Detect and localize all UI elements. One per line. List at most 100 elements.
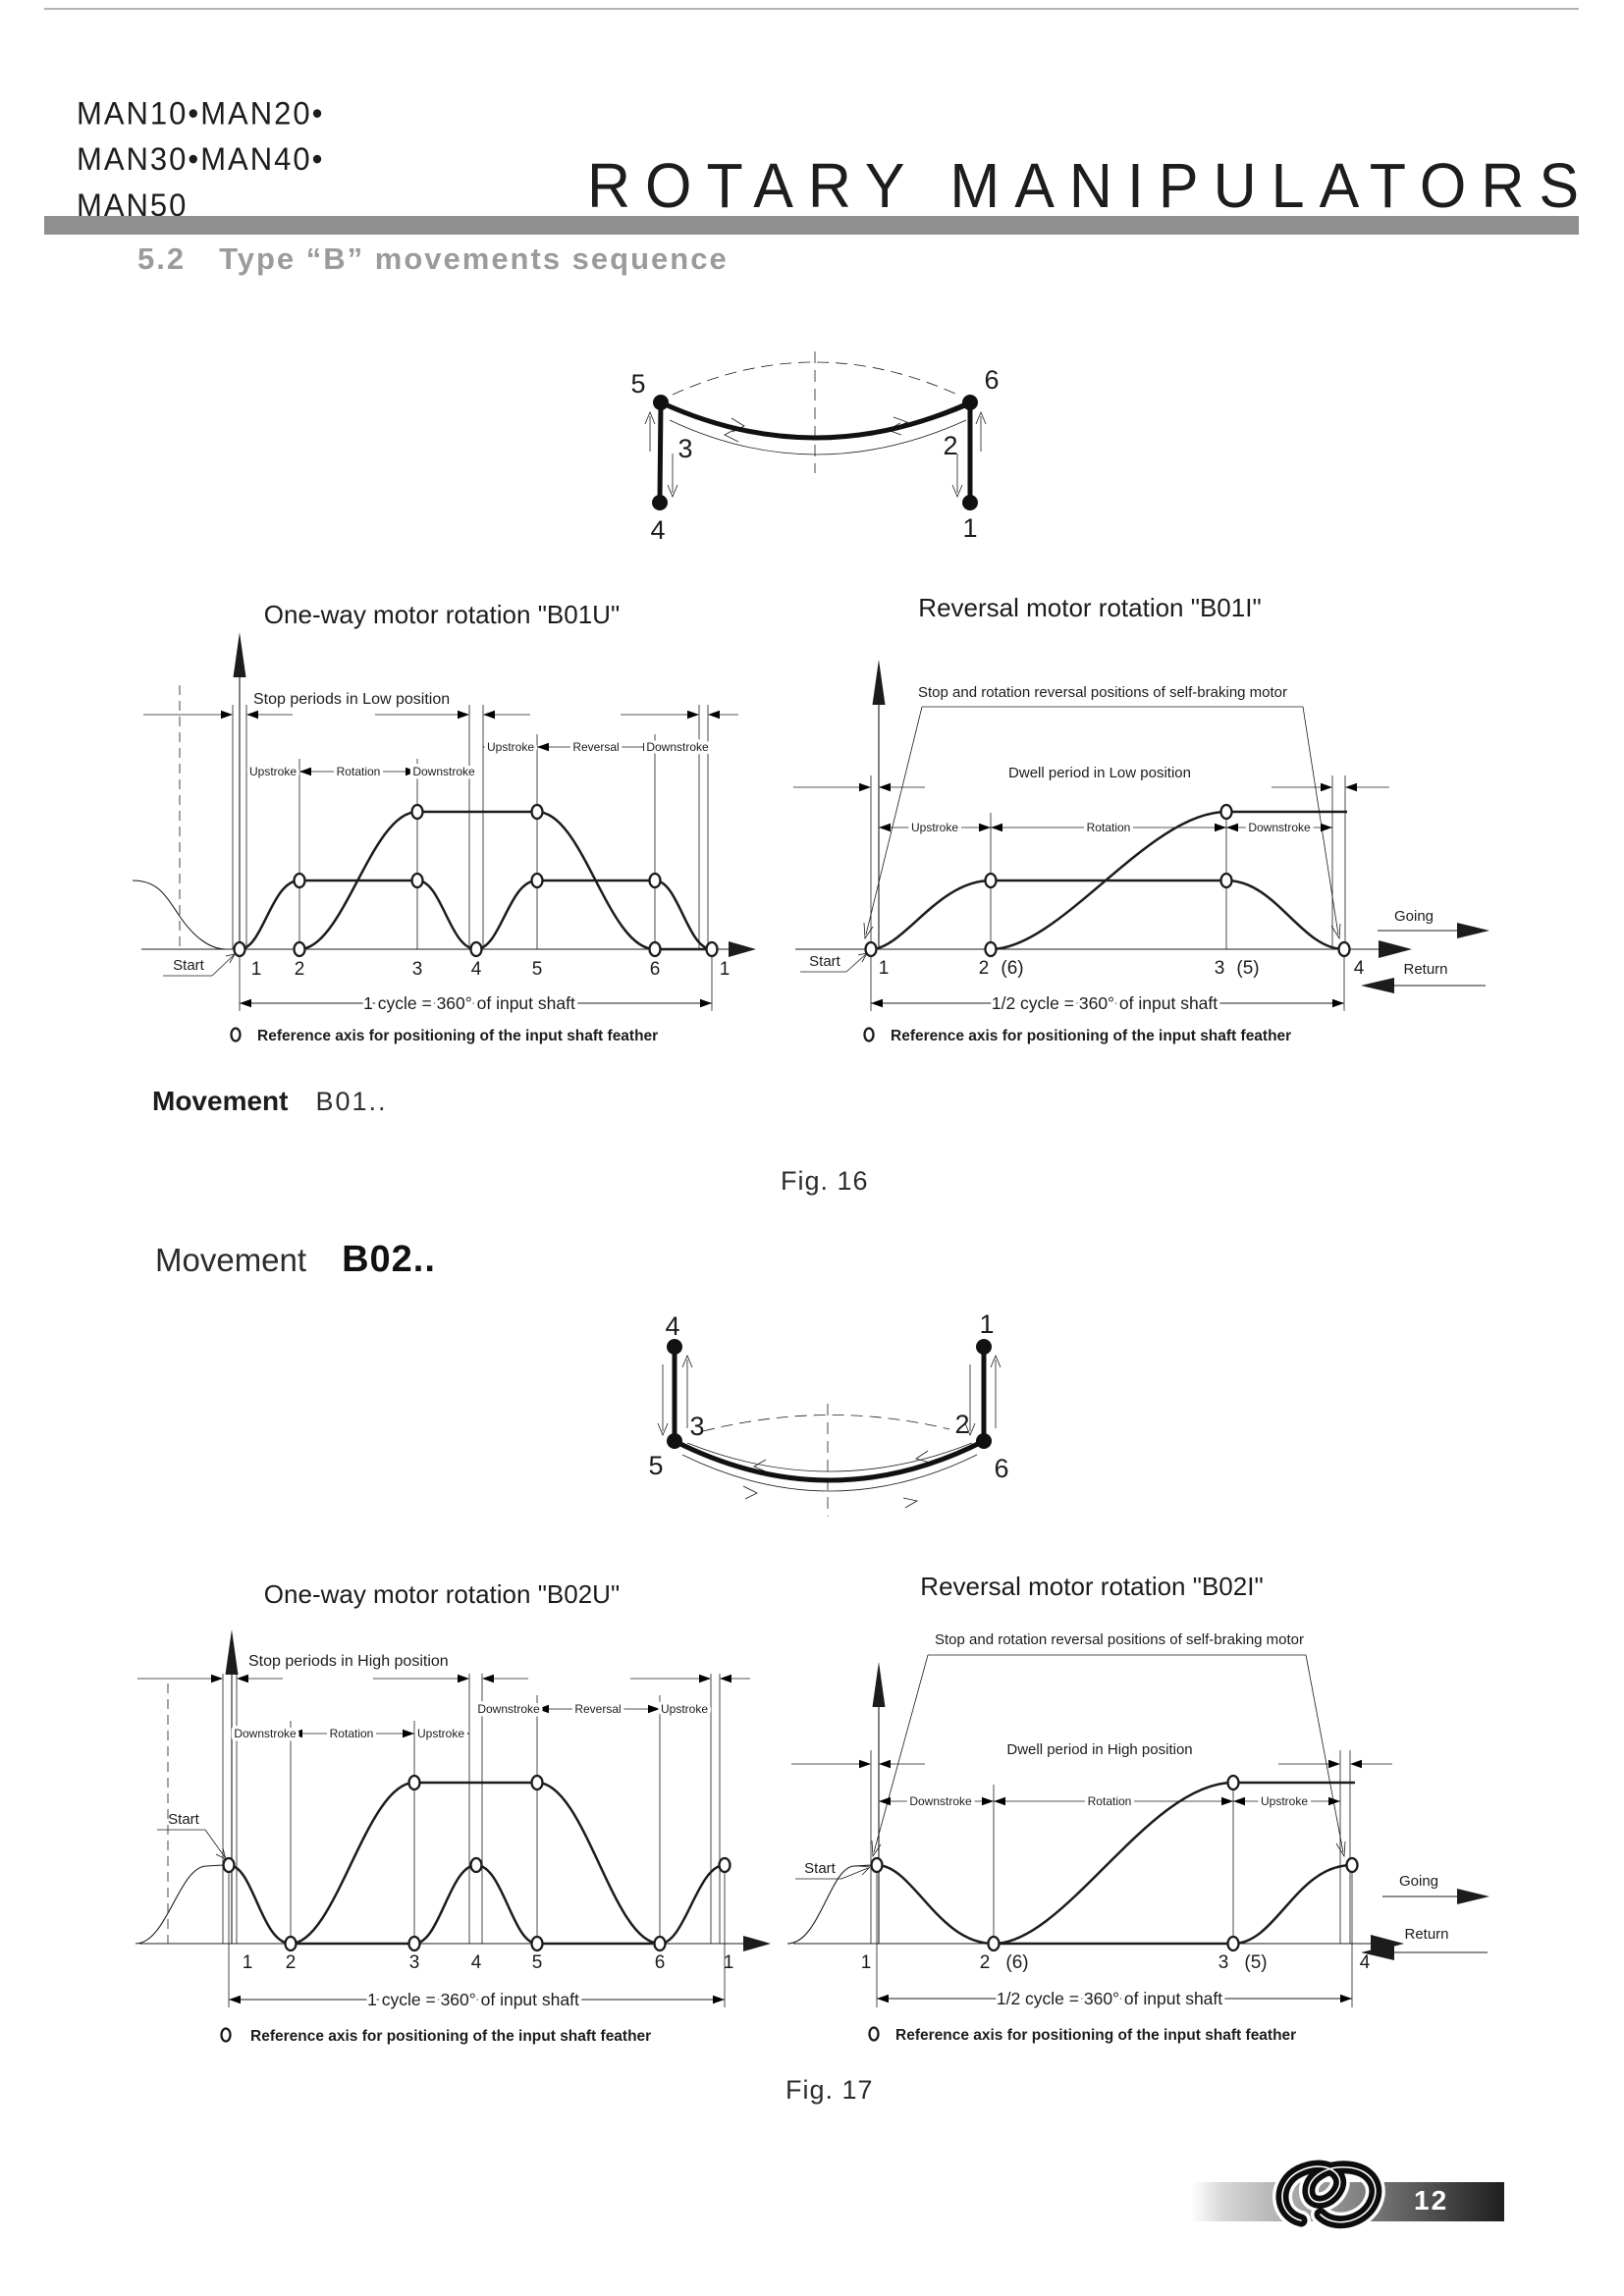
phase-label: Upstroke: [249, 765, 297, 778]
return-label: Return: [1404, 1926, 1448, 1943]
manipulator-arc: [673, 1438, 986, 1483]
return-arc: [669, 419, 967, 455]
left-arm: [657, 401, 664, 502]
arrow-down-icon: [964, 1422, 976, 1437]
arc-label: 1: [979, 1309, 994, 1339]
lead-in-curve: [135, 1864, 228, 1945]
manipulator-arc: [659, 400, 972, 441]
tick-label: 5: [532, 959, 543, 980]
arrow-up-icon: [644, 410, 656, 425]
reference-label: Reference axis for positioning of the in…: [250, 2028, 651, 2045]
movement-code: B02..: [342, 1239, 436, 1280]
arc-label: 5: [648, 1451, 663, 1480]
arrow-left-icon: [753, 1459, 769, 1473]
tick-label: 4: [471, 1952, 482, 1973]
start-label: Start: [809, 953, 841, 970]
phase-label: Rotation: [1087, 821, 1131, 834]
stroke-curve: [876, 1863, 1353, 1946]
phase-label: Downstroke: [412, 765, 475, 778]
tick-label: 2: [295, 959, 305, 980]
dwell-dimension-arrows: [791, 1759, 1392, 1769]
x-axis-arrow-icon: [1379, 940, 1412, 958]
phase-label: Downstroke: [909, 1794, 972, 1808]
tick-label: 2: [286, 1952, 297, 1973]
joint-dot: [667, 1433, 682, 1449]
section-number: 5.2: [137, 241, 187, 276]
position-circles: [233, 803, 719, 958]
movement-b02-row: Movement B02..: [155, 1239, 436, 1281]
tick-label: 6: [655, 1952, 666, 1973]
joint-dot: [667, 1339, 682, 1355]
header-divider-bar: [44, 216, 1579, 235]
cycle-dimension: 1 cycle = 360° of input shaft: [239, 957, 713, 1017]
arc-label: 2: [954, 1410, 969, 1439]
leader-arrow-icon: [225, 953, 236, 964]
joint-dot: [962, 395, 978, 410]
footer-logo-knot-icon: [1272, 2157, 1385, 2232]
leader-right: [1305, 1654, 1344, 1853]
phase-label: Upstroke: [661, 1702, 708, 1716]
start-label: Start: [173, 957, 205, 974]
arrow-down-icon: [951, 484, 963, 499]
joint-dot: [962, 495, 978, 510]
cycle-dimension: 1/2 cycle = 360° of input shaft: [876, 1873, 1353, 2012]
reference-circle-icon: [230, 1027, 242, 1042]
joint-dot: [976, 1339, 992, 1355]
leader-left: [865, 706, 923, 935]
cycle-dimension: 1/2 cycle = 360° of input shaft: [870, 957, 1345, 1017]
phase-label: Upstroke: [417, 1727, 464, 1740]
model-line: MAN10•MAN20•: [77, 95, 325, 132]
phase-label: Reversal: [574, 1702, 621, 1716]
arc-label: 6: [984, 365, 999, 395]
arrow-down-icon: [657, 1422, 669, 1437]
tick-label: 4: [1360, 1952, 1371, 1973]
leader-arrow-icon: [1330, 923, 1341, 940]
leader-arrow-icon: [863, 922, 874, 940]
model-line: MAN30•MAN40•: [77, 141, 325, 178]
phase-label: Rotation: [337, 765, 381, 778]
phase-row-upper: Upstroke Reversal Downstroke: [483, 737, 713, 758]
chart-b02i: Reversal motor rotation "B02I" Stop and …: [786, 1572, 1489, 2044]
tick-label: 4: [471, 959, 482, 980]
y-axis-arrow-icon: [872, 660, 886, 705]
fig17-caption: Fig. 17: [785, 2075, 874, 2105]
phase-row-lower: Upstroke Rotation Downstroke: [245, 762, 478, 782]
start-label: Start: [168, 1811, 200, 1828]
phase-row: Downstroke Rotation Upstroke: [879, 1791, 1340, 1812]
chart-b02u: One-way motor rotation "B02U" Stop perio…: [135, 1579, 771, 2045]
cycle-dimension: 1 cycle = 360° of input shaft: [228, 1873, 726, 2013]
tick-label: 3: [1218, 1952, 1229, 1973]
extension-lines: [232, 705, 709, 949]
extension-lines: [222, 1674, 721, 1944]
x-axis-arrow-icon: [729, 941, 756, 957]
tick-label: (6): [1005, 1952, 1028, 1973]
arc-label: 3: [677, 434, 692, 463]
going-arc: [681, 1454, 978, 1492]
rotation-curve: [990, 810, 1347, 951]
tick-label: 2: [980, 1952, 991, 1973]
arc-label: 5: [630, 369, 645, 399]
fig17-arc-diagram: 4 1 3 2 5 6: [648, 1309, 1009, 1517]
lead-in-curve: [786, 1864, 876, 1945]
x-axis-arrow-icon: [1371, 1935, 1404, 1952]
return-label: Return: [1403, 961, 1447, 978]
logo-ribbon: [1275, 2160, 1382, 2229]
dashed-arc: [672, 361, 958, 396]
header-models: MAN10•MAN20• MAN30•MAN40• MAN50: [77, 90, 324, 228]
start-leader: [840, 1867, 869, 1880]
chart-title: Reversal motor rotation "B01I": [918, 593, 1261, 622]
going-arrow-icon: [1457, 923, 1489, 938]
tick-label: (5): [1244, 1952, 1267, 1973]
chart-title: One-way motor rotation "B01U": [264, 600, 620, 629]
extension-lines: [870, 775, 1346, 949]
return-arrow-icon: [1361, 1945, 1394, 1960]
fig16-arc-diagram: 5 6 3 2 4 1: [630, 351, 1000, 545]
page-number: 12: [1414, 2185, 1449, 2216]
tick-label: 3: [409, 1952, 420, 1973]
leader-arrow-icon: [1335, 1841, 1346, 1858]
start-leader: [204, 1829, 226, 1858]
phase-row-lower: Downstroke Rotation Upstroke: [231, 1724, 469, 1744]
joint-dot: [976, 1433, 992, 1449]
phase-label: Upstroke: [1261, 1794, 1308, 1808]
